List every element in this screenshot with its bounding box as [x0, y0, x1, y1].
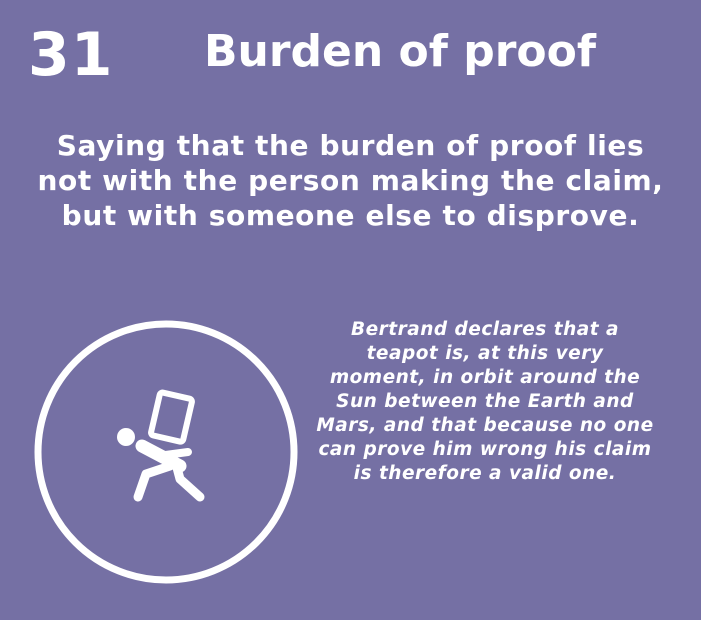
figure-arm: [154, 448, 192, 460]
figure-front-leg: [171, 459, 205, 502]
card-title: Burden of proof: [203, 26, 597, 77]
card-example: Bertrand declares that a teapot is, at t…: [316, 319, 654, 484]
icon-circle-outline: [34, 320, 298, 584]
card-number: 31: [28, 20, 114, 90]
card-definition: Saying that the burden of proof lies not…: [37, 129, 664, 232]
figure-back-leg: [133, 461, 175, 502]
person-carrying-box-icon: [30, 316, 302, 588]
box-shape: [148, 389, 195, 445]
figure-head: [117, 428, 135, 446]
icon-graphic: [34, 320, 298, 584]
